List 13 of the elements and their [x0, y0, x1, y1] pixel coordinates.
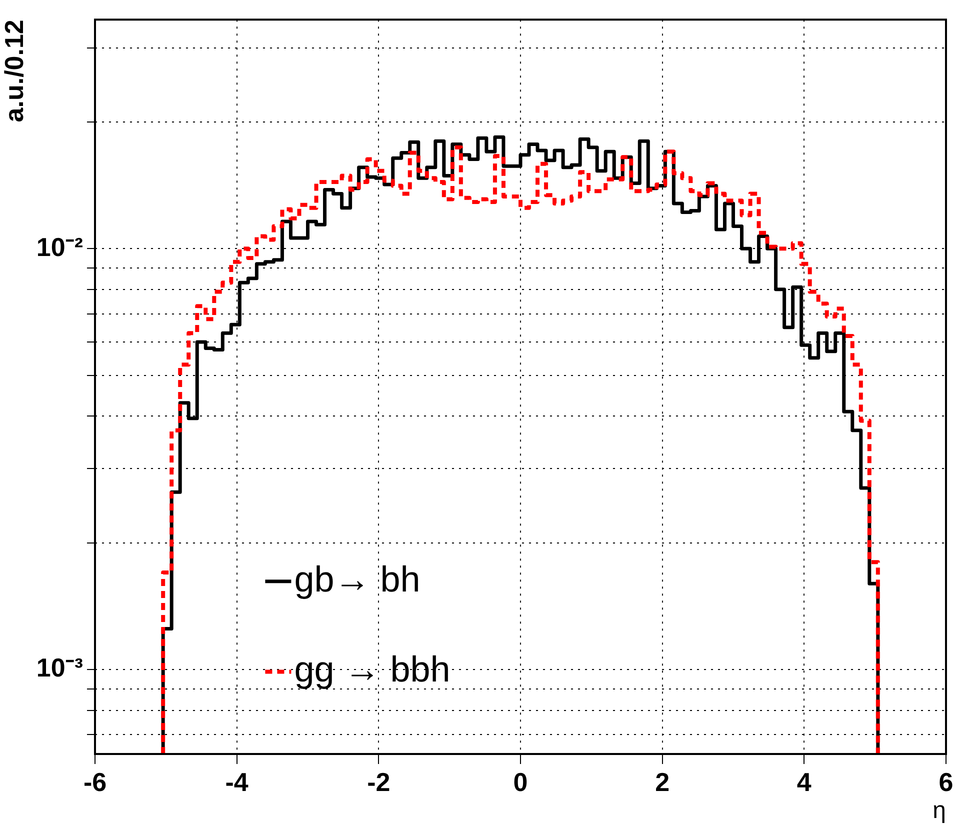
x-tick-label: -4	[225, 766, 249, 797]
x-tick-label: -6	[83, 766, 107, 797]
x-tick-label: -2	[367, 766, 390, 797]
legend-label: gb→ bh	[294, 558, 420, 600]
x-tick-label: 0	[513, 766, 528, 797]
y-tick-label: 10⁻³	[36, 652, 84, 683]
y-axis-title: a.u./0.12	[0, 20, 29, 122]
x-tick-label: 6	[938, 766, 954, 797]
x-tick-label: 4	[796, 766, 812, 797]
x-tick-label: 2	[655, 766, 670, 797]
y-tick-label: 10⁻²	[36, 232, 84, 262]
legend-label: gg → bbh	[294, 648, 450, 690]
x-axis-title: η	[932, 797, 946, 824]
